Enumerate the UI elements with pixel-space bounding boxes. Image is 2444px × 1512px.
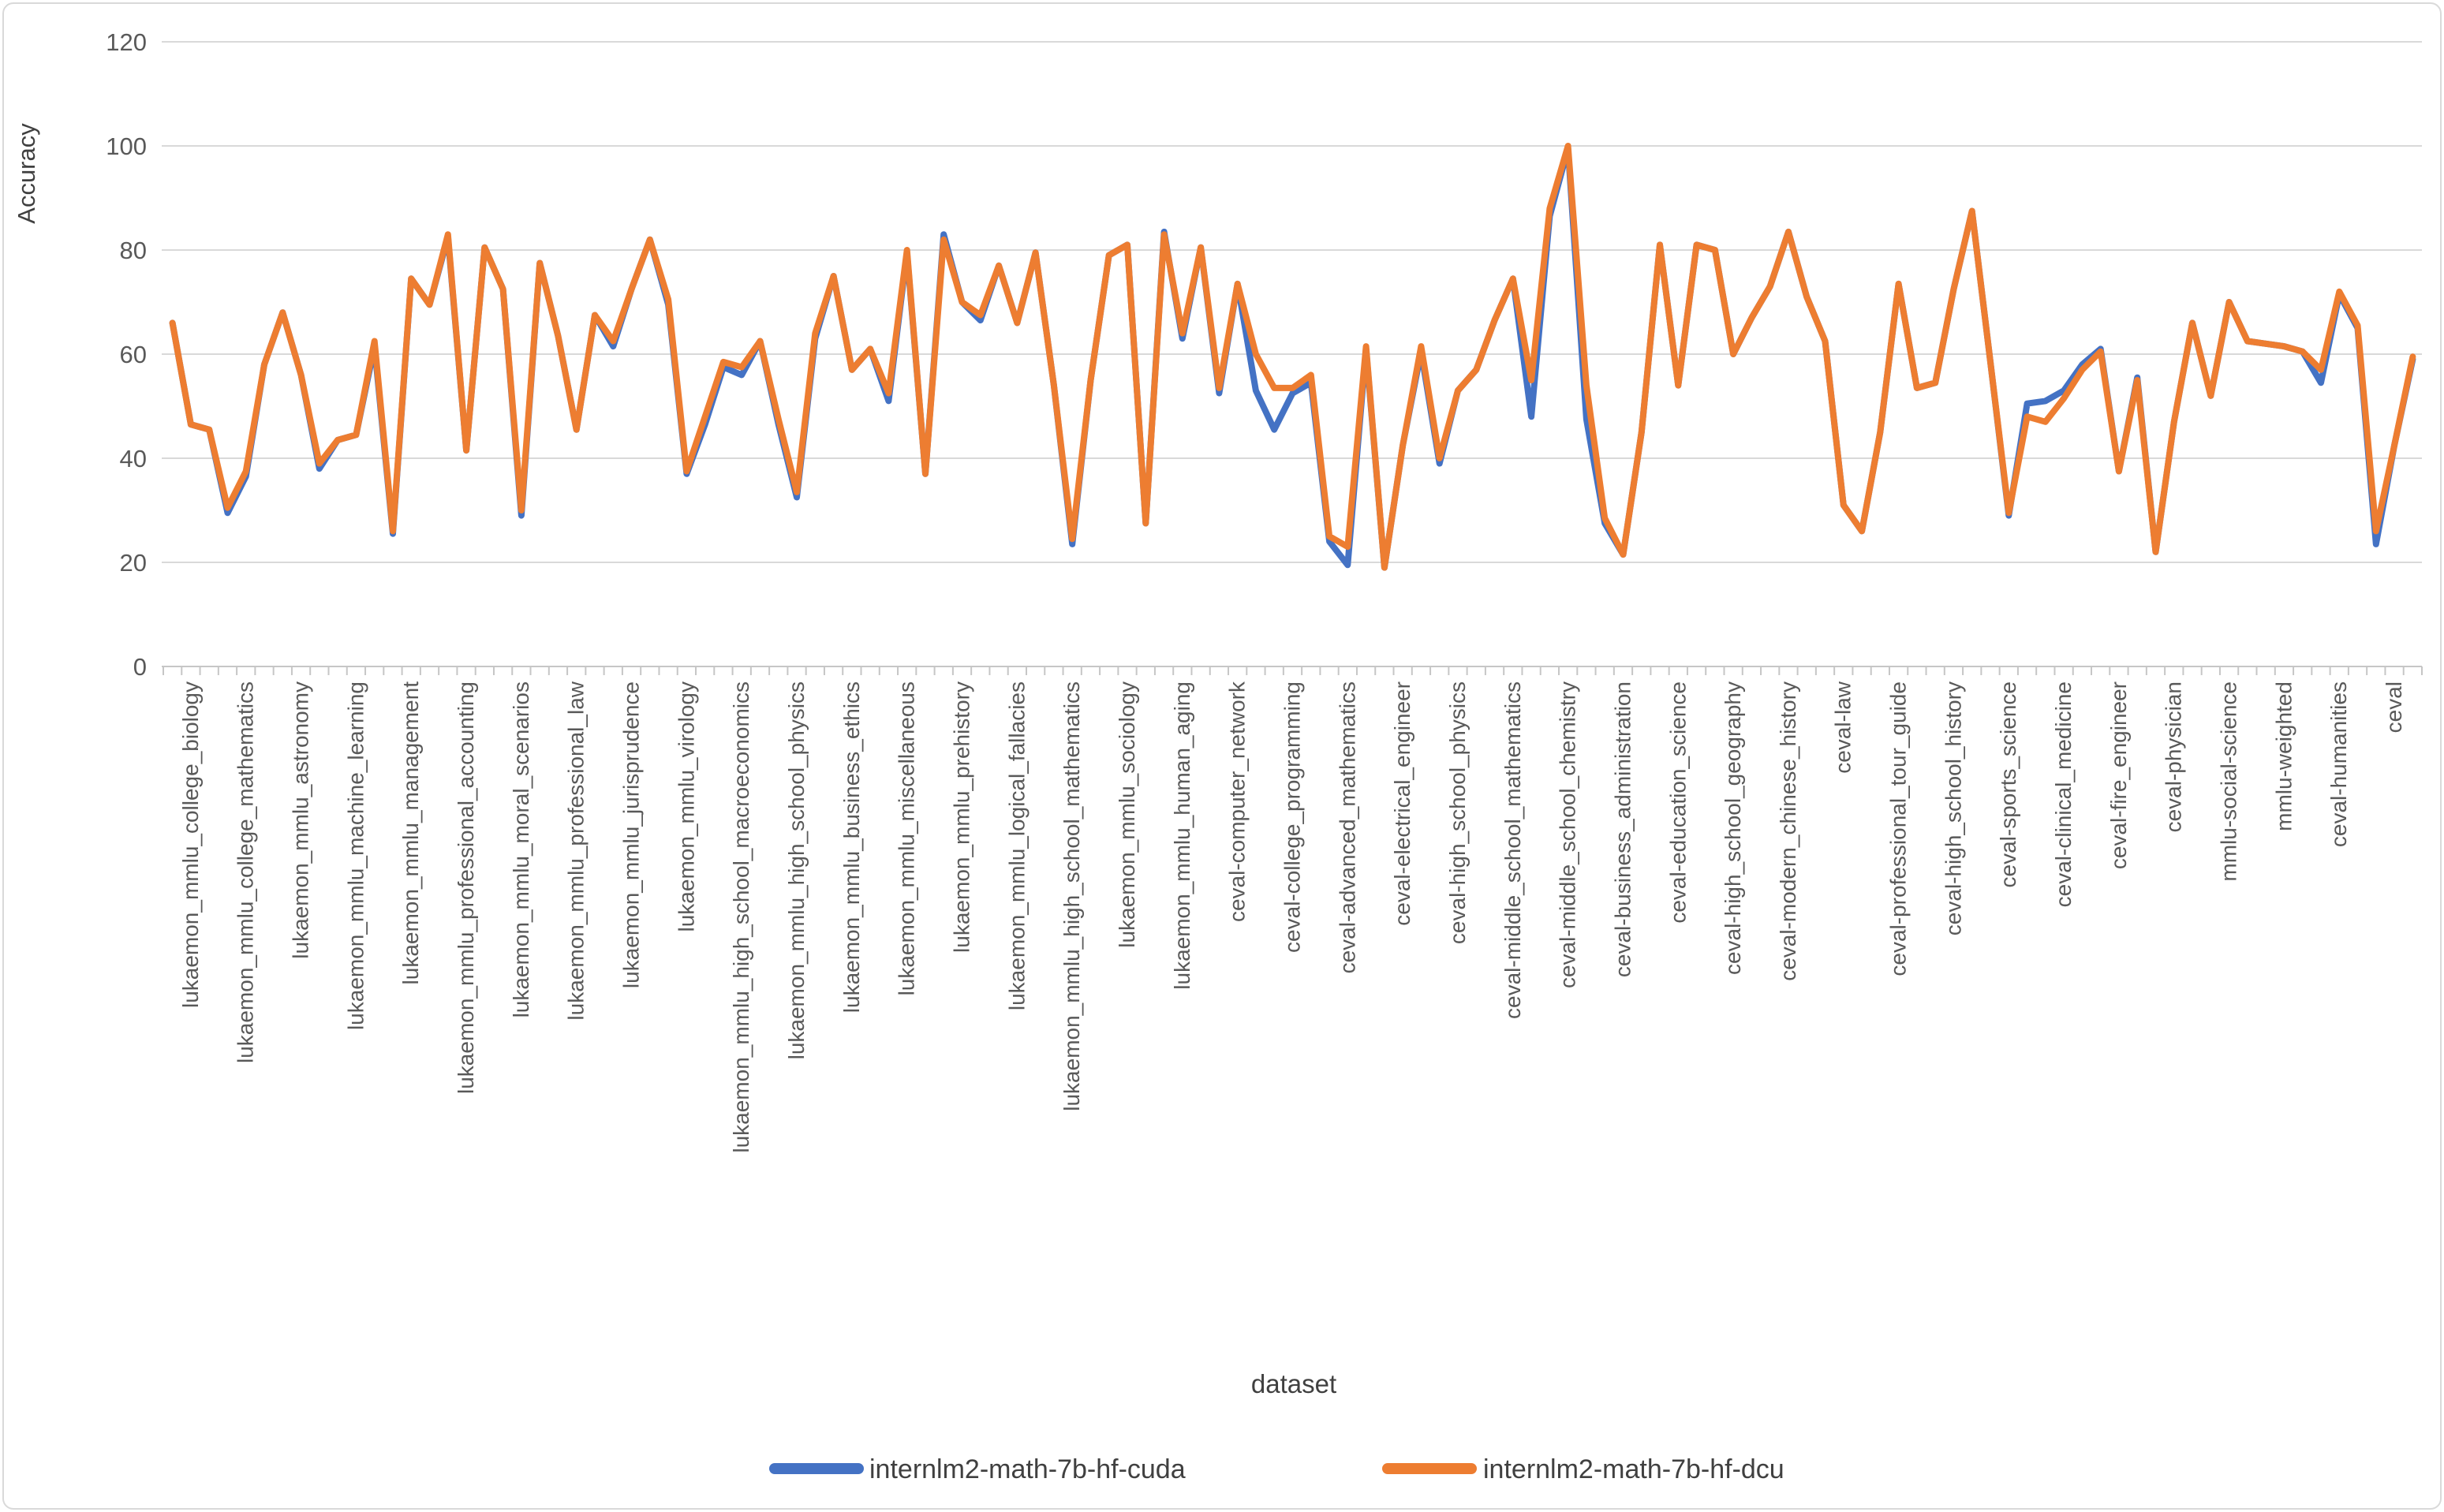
x-axis-label: ceval-computer_network — [1225, 681, 1250, 922]
x-axis-label: ceval-middle_school_mathematics — [1500, 681, 1525, 1019]
axes — [162, 666, 2423, 675]
y-axis-title: Accuracy — [13, 123, 40, 224]
gridlines — [162, 41, 2422, 563]
x-axis-label: ceval-high_school_physics — [1445, 681, 1470, 944]
x-axis-label: lukaemon_mmlu_virology — [674, 681, 698, 931]
y-tick-label-20: 20 — [120, 549, 147, 577]
y-tick-label-80: 80 — [120, 237, 147, 264]
axis-labels: 0 20 40 60 80 100 120 lukaemon_mmlu_college_bio… — [106, 28, 2406, 1153]
x-axis-label: lukaemon_mmlu_high_school_macroeconomics — [729, 681, 753, 1153]
x-axis-title: dataset — [1251, 1369, 1336, 1398]
x-axis-label: ceval-education_science — [1665, 681, 1690, 924]
x-axis-label: lukaemon_mmlu_logical_fallacies — [1004, 681, 1029, 1010]
x-axis-label: lukaemon_mmlu_high_school_physics — [784, 681, 809, 1059]
x-axis-label: lukaemon_mmlu_high_school_mathematics — [1059, 681, 1084, 1111]
x-axis-label: mmlu-social-science — [2217, 681, 2241, 882]
x-axis-label: ceval-college_programming — [1280, 681, 1304, 953]
x-axis-label: ceval-high_school_history — [1941, 681, 1965, 935]
x-axis-label: ceval-law — [1831, 681, 1855, 773]
y-tick-label-120: 120 — [106, 28, 147, 56]
x-axis-label: lukaemon_mmlu_management — [398, 681, 423, 985]
x-axis-label: lukaemon_mmlu_astronomy — [289, 681, 313, 959]
x-axis-label: ceval-fire_engineer — [2106, 681, 2131, 869]
data-series — [169, 143, 2416, 571]
x-axis-label: lukaemon_mmlu_moral_scenarios — [509, 681, 533, 1017]
x-axis-label: lukaemon_mmlu_professional_law — [564, 681, 589, 1020]
y-tick-label-60: 60 — [120, 341, 147, 368]
x-axis-label: lukaemon_mmlu_college_mathematics — [234, 681, 258, 1063]
x-axis-label: lukaemon_mmlu_business_ethics — [839, 681, 864, 1013]
x-axis-label: ceval-business_administration — [1610, 681, 1635, 977]
x-axis-label: lukaemon_mmlu_prehistory — [949, 681, 973, 953]
x-axis-label: ceval-sports_science — [1996, 681, 2020, 887]
x-axis-label: lukaemon_mmlu_professional_accounting — [454, 681, 478, 1094]
x-axis-label: ceval-professional_tour_guide — [1886, 681, 1911, 976]
x-axis-label: ceval-clinical_medicine — [2051, 681, 2076, 907]
x-axis-label: lukaemon_mmlu_sociology — [1115, 681, 1139, 948]
x-axis-label: lukaemon_mmlu_miscellaneous — [895, 681, 919, 995]
y-tick-label-100: 100 — [106, 133, 147, 160]
x-axis-label: ceval-middle_school_chemistry — [1556, 681, 1580, 988]
x-axis-label: ceval-high_school_geography — [1721, 681, 1745, 975]
legend-swatch-dcu — [1382, 1463, 1477, 1474]
x-axis-label: ceval-humanities — [2326, 681, 2351, 847]
x-axis-label: ceval-physician — [2162, 681, 2186, 832]
x-axis-label: lukaemon_mmlu_machine_learning — [343, 681, 368, 1030]
y-tick-label-40: 40 — [120, 445, 147, 472]
x-axis-label: ceval-electrical_engineer — [1390, 681, 1414, 926]
legend: internlm2-math-7b-hf-cuda internlm2-math… — [769, 1454, 1784, 1484]
legend-label-dcu: internlm2-math-7b-hf-dcu — [1483, 1454, 1784, 1484]
series-line-internlm2-math-7b-hf-dcu — [169, 143, 2416, 571]
legend-swatch-cuda — [769, 1463, 864, 1474]
y-tick-label-0: 0 — [133, 653, 147, 681]
x-axis-label: lukaemon_mmlu_human_aging — [1170, 681, 1194, 990]
x-axis-label: lukaemon_mmlu_college_biology — [178, 681, 203, 1008]
x-axis-label: lukaemon_mmlu_jurisprudence — [619, 681, 644, 988]
x-axis-label: mmlu-weighted — [2271, 681, 2296, 831]
x-axis-label: ceval — [2382, 681, 2406, 733]
x-axis-label: ceval-advanced_mathematics — [1335, 681, 1359, 973]
x-axis-label: ceval-modern_chinese_history — [1776, 681, 1800, 981]
legend-label-cuda: internlm2-math-7b-hf-cuda — [869, 1454, 1186, 1484]
